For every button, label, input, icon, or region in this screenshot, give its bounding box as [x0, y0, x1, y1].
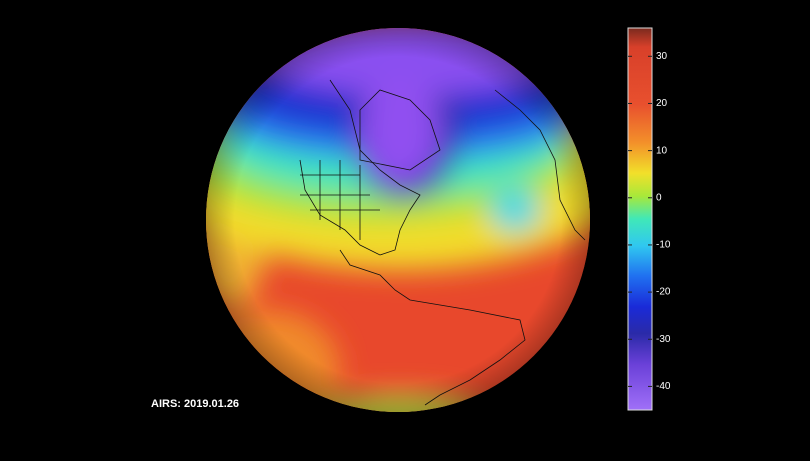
- tick-label: -20: [656, 287, 671, 298]
- colorbar: [627, 27, 653, 411]
- tick-label: -40: [656, 381, 671, 392]
- tick-label: -30: [656, 334, 671, 345]
- tick-label: 30: [656, 51, 668, 62]
- globe: [206, 28, 590, 412]
- tick-label: -10: [656, 240, 671, 251]
- tick-label: 0: [656, 192, 662, 203]
- tick-label: 10: [656, 145, 668, 156]
- tick-label: 20: [656, 98, 668, 109]
- date-label: AIRS: 2019.01.26: [151, 398, 239, 410]
